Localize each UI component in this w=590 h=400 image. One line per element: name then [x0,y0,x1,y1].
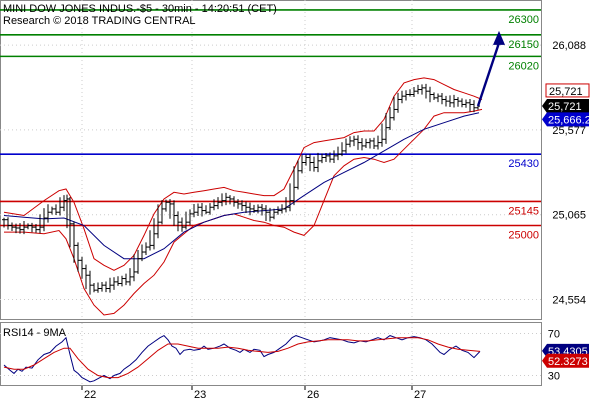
level-label-26020: 26020 [508,60,539,72]
last-line-tag-bg [545,83,590,98]
projection-line [476,42,501,107]
projection-arrowhead [493,30,505,45]
y-tick-label: 25,577 [552,125,586,137]
x-tick-label: 23 [194,389,206,400]
bollinger-bands [3,77,483,316]
y-tick-label: 26,088 [552,40,586,52]
time-axis: 22 23 26 27 [81,386,426,400]
rsi-series-rsi14 [3,334,481,383]
support-resistance-levels: 26300 26150 26020 25430 25145 25000 [0,9,541,241]
level-label-25145: 25145 [508,205,539,217]
rsi-title: RSI14 - 9MA [3,327,67,339]
rsi-panel-frame [0,322,542,386]
bb-upper-line [3,77,483,271]
price-bars [2,83,480,295]
bb-lower-line [4,108,483,316]
rsi-panel [3,334,481,383]
y-tick-label: 25,065 [552,210,586,222]
level-label-25000: 25000 [508,229,539,241]
projection-arrow [476,30,505,107]
level-label-26300: 26300 [508,14,539,26]
x-tick-label: 26 [307,389,319,400]
chart-title: MINI DOW JONES INDUS.-$5 - 30min - 14:20… [3,3,277,15]
ma-value-tag: 25,666.2 [548,114,590,126]
ma-value-tag-bg [542,112,589,127]
gridlines [0,0,541,386]
chart-subtitle: Research © 2018 TRADING CENTRAL [3,15,196,27]
price-axis: 26,088 25,577 25,065 24,554 70 30 [548,40,586,382]
last-price-tag-bg [542,98,589,113]
last-price-tag: 25,721 [548,101,582,113]
rsi-y-tick-label: 30 [548,371,560,383]
level-label-26150: 26150 [508,39,539,51]
rsi-series-9ma [3,337,481,379]
x-tick-label: 22 [84,389,96,400]
rsi-readout-1: 52.3273 [548,356,588,368]
ma-line [3,112,480,260]
level-label-25430: 25430 [508,158,539,170]
last-line-tag: 25,721 [549,86,583,98]
x-tick-label: 27 [414,389,426,400]
rsi-readout-1-bg [542,353,589,368]
moving-average [3,112,480,260]
price-panel-frame [0,0,542,320]
y-tick-label: 24,554 [552,294,586,306]
rsi-y-tick-label: 70 [548,329,560,341]
